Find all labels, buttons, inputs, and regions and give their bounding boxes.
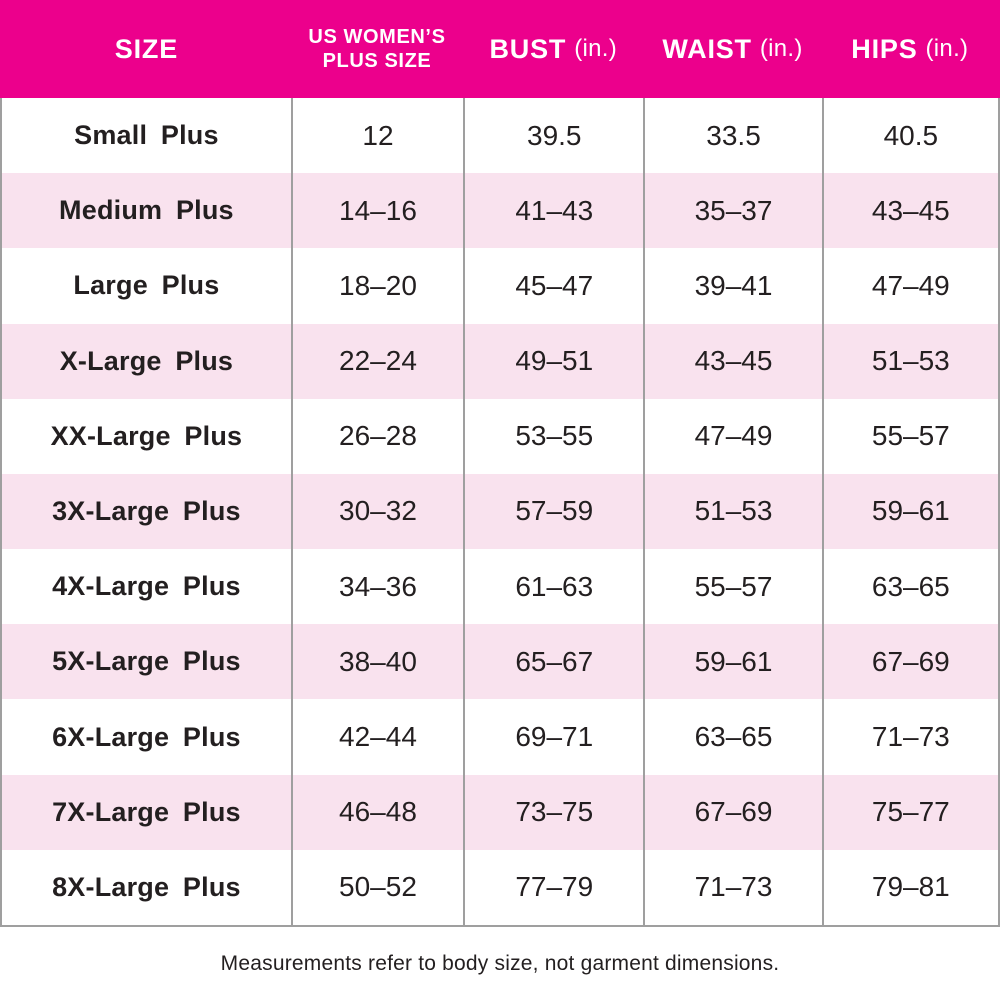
table-row: 7X-Large Plus 46–48 73–75 67–69 75–77 (2, 774, 998, 850)
cell-size: Small Plus (74, 120, 219, 151)
table-row: 8X-Large Plus 50–52 77–79 71–73 79–81 (2, 849, 998, 925)
cell-hips: 75–77 (821, 774, 998, 850)
cell-size: 6X-Large Plus (52, 721, 241, 752)
cell-bust: 45–47 (463, 248, 643, 324)
header-us-womens-plus-size: US WOMEN’S PLUS SIZE (291, 0, 463, 98)
cell-waist: 71–73 (643, 849, 821, 925)
header-us-womens-line1: US WOMEN’S (308, 25, 446, 48)
cell-hips: 71–73 (821, 699, 998, 775)
cell-hips: 79–81 (821, 849, 998, 925)
table-row: 4X-Large Plus 34–36 61–63 55–57 63–65 (2, 549, 998, 625)
cell-plus-size: 18–20 (290, 248, 463, 324)
cell-bust: 49–51 (463, 323, 643, 399)
cell-size: 4X-Large Plus (52, 571, 241, 602)
table-row: X-Large Plus 22–24 49–51 43–45 51–53 (2, 323, 998, 399)
cell-bust: 53–55 (463, 398, 643, 474)
header-waist-unit: (in.) (759, 35, 803, 62)
cell-hips: 55–57 (821, 398, 998, 474)
table-row: Medium Plus 14–16 41–43 35–37 43–45 (2, 173, 998, 249)
cell-waist: 35–37 (643, 173, 821, 249)
table-row: 3X-Large Plus 30–32 57–59 51–53 59–61 (2, 473, 998, 550)
cell-size: 5X-Large Plus (52, 646, 241, 677)
cell-bust: 57–59 (463, 473, 643, 550)
cell-size: Medium Plus (59, 195, 234, 226)
footer: Measurements refer to body size, not gar… (0, 927, 1000, 1000)
cell-size: X-Large Plus (59, 345, 234, 376)
table-row: 5X-Large Plus 38–40 65–67 59–61 67–69 (2, 624, 998, 700)
measurement-note: Measurements refer to body size, not gar… (220, 951, 780, 975)
cell-hips: 47–49 (821, 248, 998, 324)
cell-hips: 51–53 (821, 323, 998, 399)
cell-hips: 63–65 (821, 549, 998, 625)
header-us-womens-line2: PLUS SIZE (322, 50, 432, 72)
cell-size: XX-Large Plus (50, 420, 243, 451)
cell-plus-size: 50–52 (290, 849, 463, 925)
cell-waist: 33.5 (643, 98, 821, 174)
header-size: SIZE (114, 33, 179, 64)
cell-waist: 47–49 (643, 398, 821, 474)
cell-hips: 67–69 (821, 624, 998, 700)
table-row: XX-Large Plus 26–28 53–55 47–49 55–57 (2, 398, 998, 474)
cell-plus-size: 34–36 (290, 549, 463, 625)
cell-plus-size: 26–28 (290, 398, 463, 474)
cell-size: 8X-Large Plus (52, 871, 241, 902)
cell-plus-size: 14–16 (290, 173, 463, 249)
table-row: 6X-Large Plus 42–44 69–71 63–65 71–73 (2, 699, 998, 775)
cell-waist: 59–61 (643, 624, 821, 700)
cell-hips: 43–45 (821, 173, 998, 249)
cell-bust: 73–75 (463, 774, 643, 850)
cell-waist: 51–53 (643, 473, 821, 550)
header-bust: BUST (in.) (463, 0, 643, 98)
cell-bust: 39.5 (463, 98, 643, 174)
cell-plus-size: 30–32 (290, 473, 463, 550)
cell-waist: 43–45 (643, 323, 821, 399)
cell-plus-size: 38–40 (290, 624, 463, 700)
cell-hips: 59–61 (821, 473, 998, 550)
cell-size: 7X-Large Plus (52, 796, 241, 827)
cell-waist: 63–65 (643, 699, 821, 775)
header-hips-unit: (in.) (925, 35, 969, 62)
cell-bust: 69–71 (463, 699, 643, 775)
header-waist-label: WAIST (662, 33, 752, 64)
table-body: Small Plus 12 39.5 33.5 40.5 Medium Plus… (0, 98, 1000, 927)
cell-bust: 77–79 (463, 849, 643, 925)
cell-bust: 65–67 (463, 624, 643, 700)
header-waist: WAIST (in.) (643, 0, 821, 98)
table-row: Large Plus 18–20 45–47 39–41 47–49 (2, 248, 998, 324)
header-hips: HIPS (in.) (822, 0, 998, 98)
cell-plus-size: 46–48 (290, 774, 463, 850)
table-header-row: SIZE US WOMEN’S PLUS SIZE BUST (in.) WAI… (0, 0, 1000, 98)
cell-waist: 55–57 (643, 549, 821, 625)
cell-bust: 41–43 (463, 173, 643, 249)
cell-waist: 67–69 (643, 774, 821, 850)
header-bust-unit: (in.) (574, 35, 618, 62)
header-bust-label: BUST (489, 33, 567, 64)
cell-plus-size: 22–24 (290, 323, 463, 399)
cell-waist: 39–41 (643, 248, 821, 324)
cell-plus-size: 42–44 (290, 699, 463, 775)
header-hips-label: HIPS (851, 33, 918, 64)
table-row: Small Plus 12 39.5 33.5 40.5 (2, 98, 998, 174)
cell-plus-size: 12 (290, 98, 463, 174)
cell-size: 3X-Large Plus (52, 495, 241, 526)
cell-bust: 61–63 (463, 549, 643, 625)
cell-size: Large Plus (73, 270, 220, 301)
cell-hips: 40.5 (821, 98, 998, 174)
